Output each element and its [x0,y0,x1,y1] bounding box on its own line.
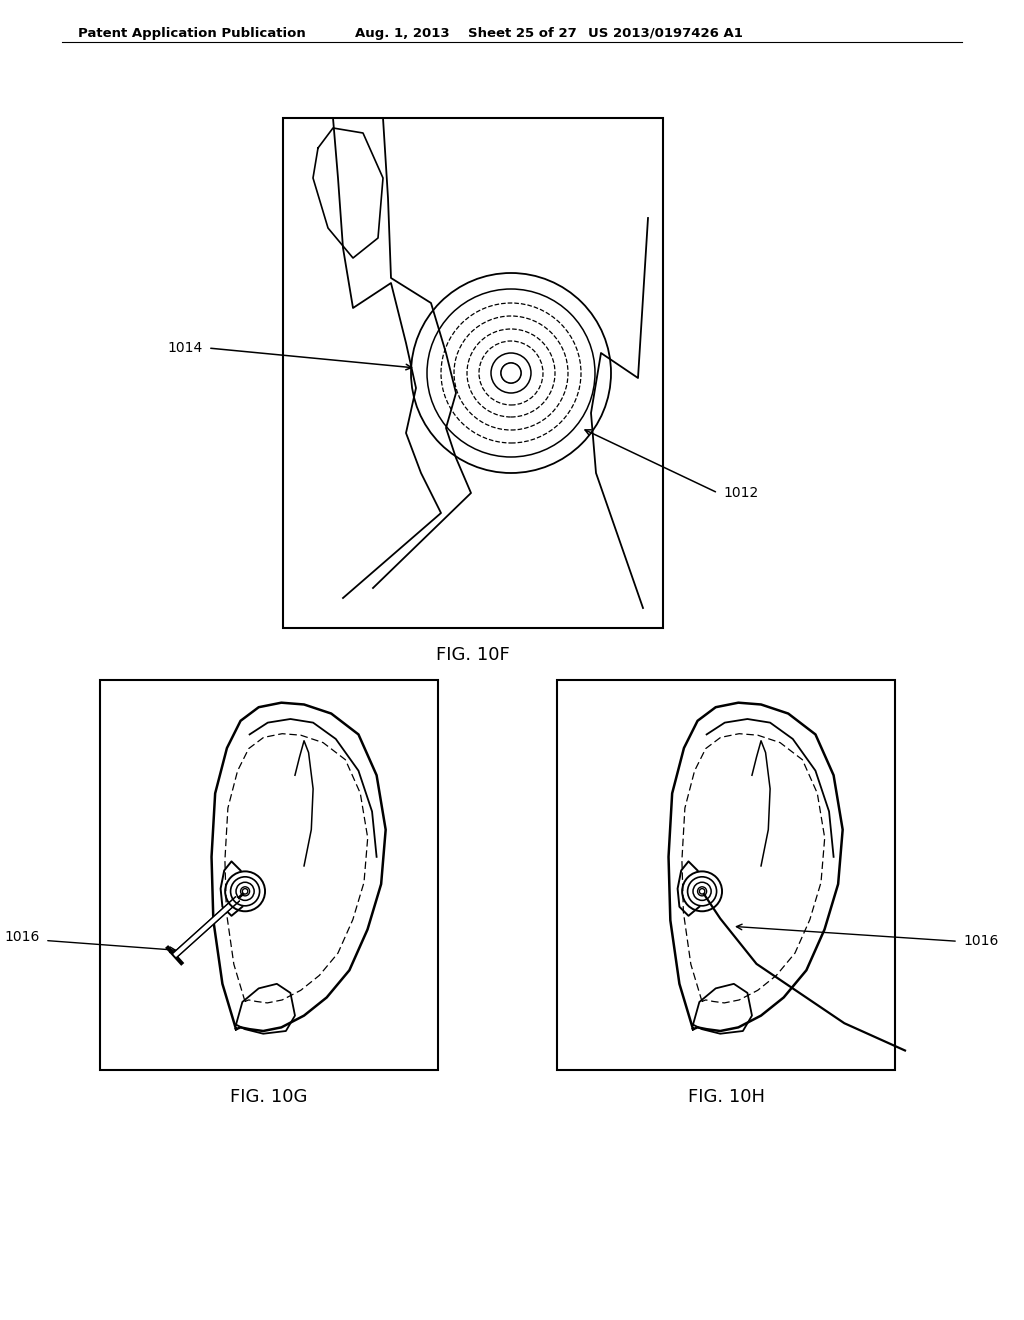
Text: US 2013/0197426 A1: US 2013/0197426 A1 [588,26,742,40]
Circle shape [699,888,705,894]
Text: Patent Application Publication: Patent Application Publication [78,26,306,40]
Text: 1012: 1012 [723,486,758,500]
Bar [100,680,438,1071]
Text: FIG. 10F: FIG. 10F [436,645,510,664]
Circle shape [243,888,248,894]
Text: Sheet 25 of 27: Sheet 25 of 27 [468,26,577,40]
Text: 1016: 1016 [963,935,998,948]
Text: 1016: 1016 [5,931,40,944]
Bar [283,117,663,628]
Text: 1014: 1014 [168,341,203,355]
Circle shape [501,363,521,383]
Bar [557,680,895,1071]
Text: FIG. 10H: FIG. 10H [687,1088,765,1106]
Text: Aug. 1, 2013: Aug. 1, 2013 [355,26,450,40]
Text: FIG. 10G: FIG. 10G [230,1088,307,1106]
